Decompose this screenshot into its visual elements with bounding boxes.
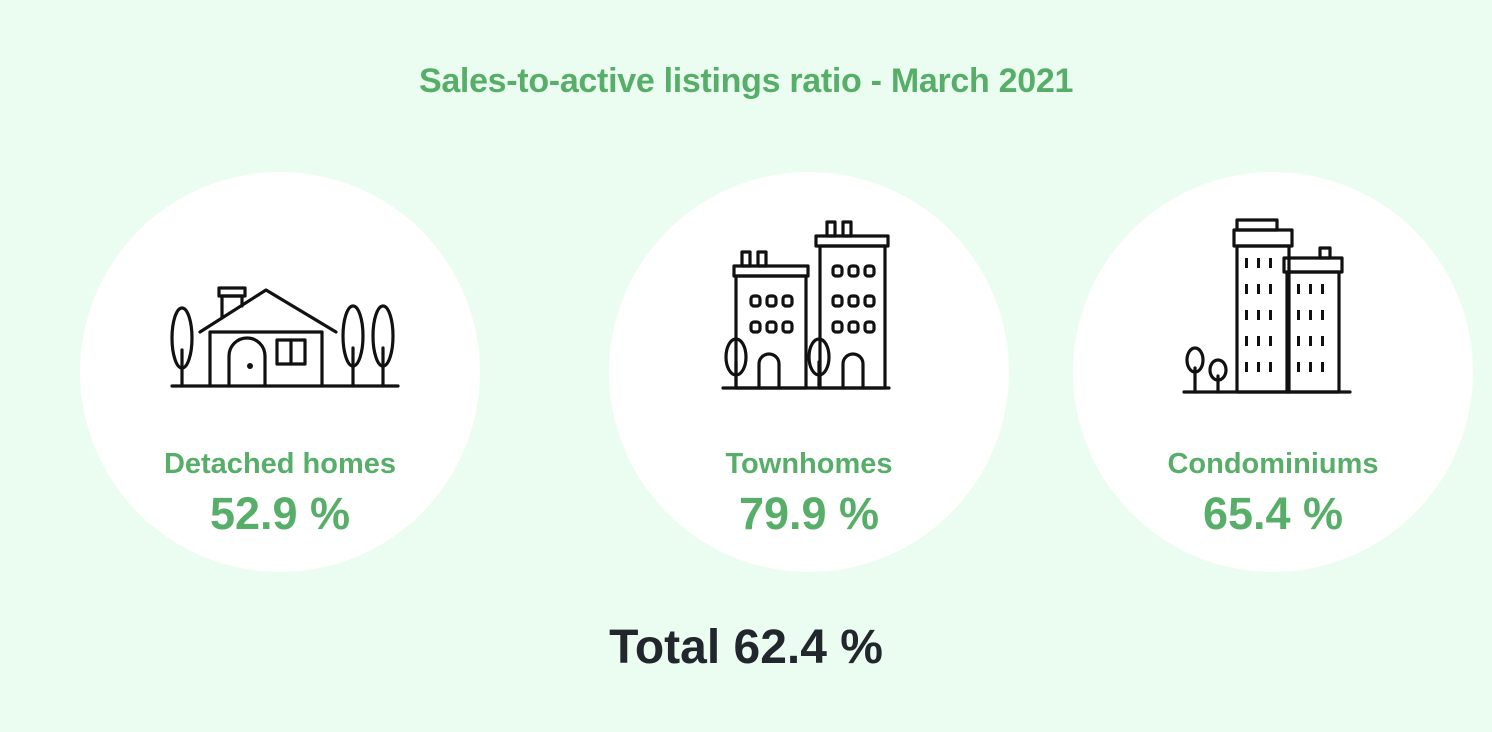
card-detached-homes: Detached homes 52.9 % bbox=[80, 172, 480, 572]
townhouse-buildings-icon bbox=[721, 220, 891, 390]
card-value: 79.9 % bbox=[738, 488, 880, 539]
card-label: Detached homes bbox=[163, 448, 397, 480]
card-townhomes: Townhomes 79.9 % bbox=[609, 172, 1009, 572]
card-value: 52.9 % bbox=[209, 488, 351, 539]
house-icon bbox=[170, 286, 400, 388]
page-title: Sales-to-active listings ratio - March 2… bbox=[418, 62, 1074, 100]
card-condominiums: Condominiums 65.4 % bbox=[1073, 172, 1473, 572]
total-ratio: Total 62.4 % bbox=[609, 621, 883, 674]
condo-tower-icon bbox=[1182, 218, 1352, 394]
card-value: 65.4 % bbox=[1202, 488, 1344, 539]
card-label: Townhomes bbox=[725, 448, 893, 480]
card-label: Condominiums bbox=[1167, 448, 1379, 480]
